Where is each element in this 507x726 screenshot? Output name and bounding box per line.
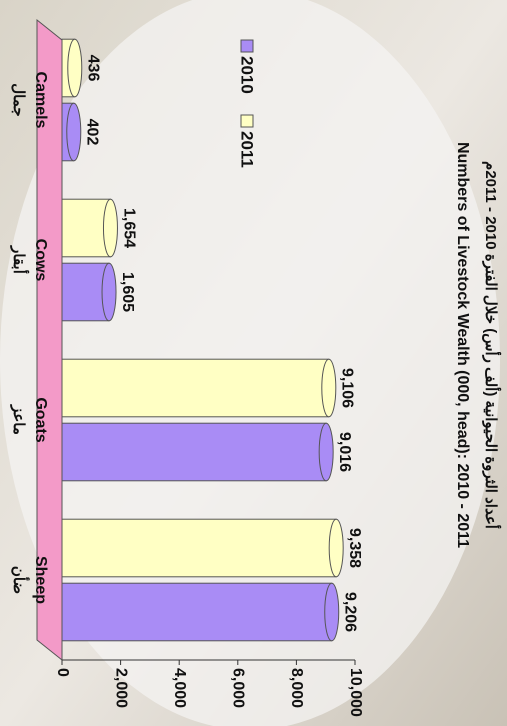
bar-cap (66, 102, 82, 162)
x-tick-label: Goats (32, 397, 49, 442)
data-label: 9,358 (346, 528, 363, 568)
chart-title: أعداد الثروة الحيوانية (ألف رأس) خلال ال… (482, 161, 502, 529)
bar-cap (328, 518, 344, 578)
y-tick-label: 2,000 (112, 668, 129, 708)
chart-subtitle: Numbers of Livestock Wealth (000, head):… (454, 142, 471, 548)
bar (61, 358, 330, 418)
legend-label: 2011 (238, 131, 257, 168)
x-tick-label-ar: جمال (10, 83, 27, 116)
x-tick-label-ar: أبقار (10, 245, 30, 274)
data-label: 402 (84, 119, 101, 146)
bar (61, 518, 337, 578)
bar-cap (67, 38, 83, 98)
data-label: 9,106 (339, 368, 356, 408)
data-label: 1,605 (119, 272, 136, 312)
data-label: 9,206 (342, 592, 359, 632)
y-tick-label: 10,000 (347, 668, 364, 717)
bar (61, 582, 333, 642)
data-label: 1,654 (120, 208, 137, 248)
rotated-chart: أعداد الثروة الحيوانية (ألف رأس) خلال ال… (10, 18, 502, 717)
data-label: 436 (85, 55, 102, 82)
y-tick-label: 6,000 (230, 668, 247, 708)
x-tick-label: Cows (32, 239, 49, 282)
bar-cap (318, 422, 334, 482)
bar-cap (324, 582, 340, 642)
x-tick-label-ar: ماعز (10, 404, 27, 435)
data-label: 9,016 (336, 432, 353, 472)
legend-label: 2010 (238, 56, 257, 94)
y-tick-label: 4,000 (171, 668, 188, 708)
bar (61, 422, 327, 482)
bar-cap (101, 262, 117, 322)
y-tick-label: 8,000 (288, 668, 305, 708)
y-tick-label: 0 (54, 668, 71, 677)
x-tick-label: Camels (32, 72, 49, 129)
x-tick-label-ar: ضأن (10, 566, 30, 594)
bar-cap (321, 358, 337, 418)
bar-cap (102, 198, 118, 258)
legend-swatch (240, 114, 254, 128)
x-tick-label: Sheep (32, 556, 49, 604)
legend-swatch (240, 39, 254, 53)
